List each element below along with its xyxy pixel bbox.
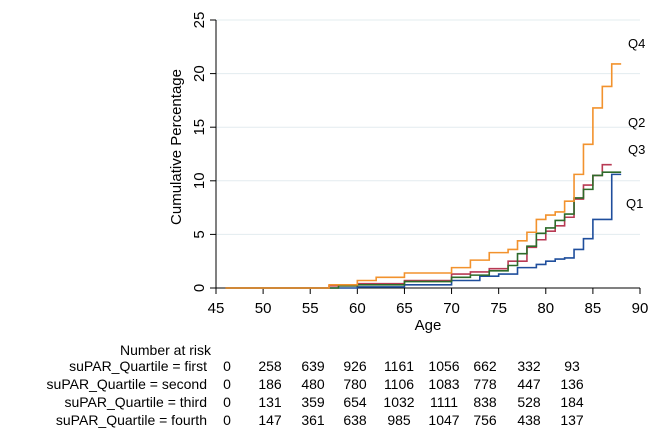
risk-cell: 184 bbox=[560, 394, 584, 410]
risk-cell: 1056 bbox=[428, 358, 459, 374]
risk-cell: 0 bbox=[223, 412, 231, 428]
risk-cell: 359 bbox=[301, 394, 325, 410]
series-line-q1 bbox=[225, 173, 622, 289]
y-tick-label: 25 bbox=[191, 12, 208, 29]
series bbox=[225, 63, 622, 289]
risk-cell: 985 bbox=[387, 412, 411, 428]
x-tick-label: 75 bbox=[490, 300, 507, 317]
risk-table-header: Number at risk bbox=[120, 342, 212, 358]
risk-cell: 639 bbox=[301, 358, 325, 374]
y-tick-label: 20 bbox=[191, 65, 208, 82]
risk-cell: 0 bbox=[223, 376, 231, 392]
risk-row-label: suPAR_Quartile = second bbox=[47, 376, 207, 392]
risk-cell: 258 bbox=[258, 358, 282, 374]
y-tick-label: 0 bbox=[191, 284, 208, 292]
risk-cell: 447 bbox=[517, 376, 541, 392]
risk-cell: 528 bbox=[517, 394, 541, 410]
risk-cell: 778 bbox=[473, 376, 497, 392]
risk-cell: 1047 bbox=[428, 412, 459, 428]
x-tick-label: 60 bbox=[349, 300, 366, 317]
risk-cell: 638 bbox=[343, 412, 367, 428]
risk-cell: 662 bbox=[473, 358, 497, 374]
risk-cell: 654 bbox=[343, 394, 367, 410]
risk-cell: 1106 bbox=[384, 376, 414, 392]
axes bbox=[215, 20, 640, 289]
risk-cell: 93 bbox=[564, 358, 580, 374]
risk-cell: 136 bbox=[560, 376, 584, 392]
risk-cell: 332 bbox=[517, 358, 541, 374]
risk-cell: 1032 bbox=[383, 394, 414, 410]
risk-cell: 361 bbox=[301, 412, 325, 428]
x-tick-label: 55 bbox=[302, 300, 319, 317]
x-tick-label: 70 bbox=[443, 300, 460, 317]
series-label-q1: Q1 bbox=[626, 196, 643, 211]
risk-cell: 147 bbox=[258, 412, 282, 428]
risk-cell: 131 bbox=[258, 394, 282, 410]
risk-cell: 1083 bbox=[428, 376, 459, 392]
risk-cell: 756 bbox=[473, 412, 497, 428]
x-axis-title: Age bbox=[415, 317, 442, 334]
y-tick-label: 15 bbox=[191, 119, 208, 136]
risk-row-label: suPAR_Quartile = first bbox=[69, 358, 207, 374]
series-label-q2: Q2 bbox=[628, 115, 645, 130]
x-tick-label: 85 bbox=[585, 300, 602, 317]
ticks: 0 5 10 15 20 25 45 50 55 60 65 70 75 80 85 90 bbox=[191, 12, 648, 317]
series-line-q2 bbox=[225, 163, 612, 289]
risk-row-label: suPAR_Quartile = third bbox=[64, 394, 207, 410]
risk-cell: 780 bbox=[343, 376, 367, 392]
x-tick-label: 80 bbox=[537, 300, 554, 317]
series-label-q3: Q3 bbox=[628, 142, 645, 157]
y-tick-label: 5 bbox=[191, 230, 208, 238]
x-tick-label: 65 bbox=[396, 300, 413, 317]
grid bbox=[216, 19, 640, 235]
risk-cell: 1161 bbox=[384, 358, 414, 374]
risk-table: Number at risk suPAR_Quartile = first 0 25… bbox=[47, 342, 584, 428]
x-tick-label: 50 bbox=[255, 300, 272, 317]
y-axis-title: Cumulative Percentage bbox=[168, 69, 185, 225]
y-tick-label: 10 bbox=[191, 172, 208, 189]
risk-cell: 838 bbox=[473, 394, 497, 410]
risk-cell: 0 bbox=[223, 394, 231, 410]
x-tick-label: 90 bbox=[632, 300, 649, 317]
x-tick-label: 45 bbox=[208, 300, 225, 317]
risk-cell: 1111 bbox=[430, 394, 458, 410]
risk-row-label: suPAR_Quartile = fourth bbox=[56, 412, 207, 428]
risk-cell: 438 bbox=[517, 412, 541, 428]
risk-cell: 186 bbox=[258, 376, 282, 392]
risk-cell: 137 bbox=[560, 412, 584, 428]
risk-cell: 926 bbox=[343, 358, 367, 374]
series-line-q4 bbox=[225, 63, 622, 289]
risk-cell: 480 bbox=[301, 376, 325, 392]
series-labels: Q1 Q2 Q3 Q4 bbox=[626, 36, 645, 211]
risk-cell: 0 bbox=[223, 358, 231, 374]
series-label-q4: Q4 bbox=[628, 36, 645, 51]
series-line-q3 bbox=[225, 171, 622, 289]
